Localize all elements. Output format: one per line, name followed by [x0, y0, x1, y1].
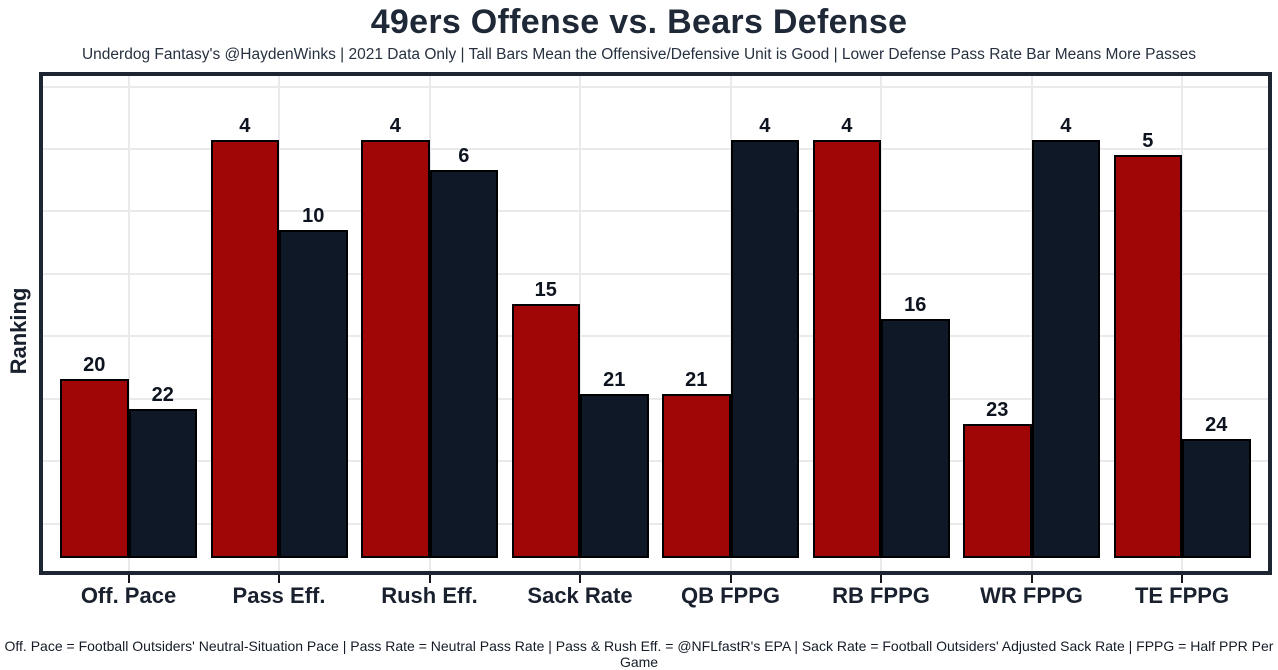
- offense-bar: [60, 378, 129, 558]
- plot-panel: 20 22 4 10 4 6 15 21 21 4 4 16 23 4 5 24: [39, 72, 1272, 575]
- bar-value-label: 6: [458, 144, 470, 167]
- offense-bar: [963, 423, 1032, 558]
- defense-bar: [881, 319, 950, 558]
- horizontal-gridline: [43, 460, 1268, 462]
- bar-value-label: 4: [841, 114, 853, 137]
- x-axis-label: WR FPPG: [980, 583, 1083, 608]
- offense-bar: [361, 139, 430, 558]
- y-axis-title: Ranking: [6, 287, 31, 375]
- plot-area: 20 22 4 10 4 6 15 21 21 4 4 16 23 4 5 24: [43, 76, 1268, 571]
- defense-bar: [580, 393, 649, 558]
- horizontal-gridline: [43, 148, 1268, 150]
- vertical-gridline: [579, 76, 581, 571]
- bar-value-label: 4: [1060, 114, 1072, 137]
- chart-subtitle: Underdog Fantasy's @HaydenWinks | 2021 D…: [81, 46, 1196, 63]
- x-axis-label: Pass Eff.: [232, 583, 326, 608]
- bar-value-label: 4: [389, 114, 401, 137]
- chart-caption: Off. Pace = Football Outsiders' Neutral-…: [4, 638, 1274, 670]
- x-axis-tick: [278, 575, 280, 583]
- offense-bar: [511, 304, 580, 558]
- x-axis-label: RB FPPG: [832, 583, 930, 608]
- bar-value-label: 21: [685, 368, 708, 391]
- bar-value-label: 16: [904, 294, 927, 317]
- defense-bar: [128, 408, 197, 558]
- x-axis-label: Off. Pace: [80, 583, 177, 608]
- horizontal-gridline: [43, 210, 1268, 212]
- bar-value-label: 15: [534, 279, 557, 302]
- x-axis-tick: [579, 575, 581, 583]
- defense-bar: [1031, 139, 1100, 558]
- x-axis-label: QB FPPG: [680, 583, 780, 608]
- vertical-gridline: [1181, 76, 1183, 571]
- offense-bar: [1113, 154, 1182, 558]
- bar-value-label: 21: [603, 368, 626, 391]
- bar-value-label: 24: [1205, 413, 1228, 436]
- horizontal-gridline: [43, 523, 1268, 525]
- defense-bar: [730, 139, 799, 558]
- x-axis-label: Rush Eff.: [381, 583, 478, 608]
- defense-bar: [279, 229, 348, 558]
- bar-value-label: 4: [759, 114, 771, 137]
- vertical-gridline: [127, 76, 130, 571]
- x-axis-tick: [127, 575, 130, 583]
- horizontal-gridline: [43, 398, 1268, 400]
- bar-value-label: 23: [986, 398, 1009, 421]
- offense-bar: [662, 393, 731, 558]
- offense-bar: [210, 139, 279, 558]
- bar-value-label: 4: [239, 114, 251, 137]
- defense-bar: [429, 169, 498, 558]
- bar-value-label: 5: [1142, 129, 1154, 152]
- x-axis-label: TE FPPG: [1134, 583, 1230, 608]
- x-axis-tick: [428, 575, 431, 583]
- bar-value-label: 22: [151, 383, 174, 406]
- offense-bar: [812, 139, 881, 558]
- x-axis-tick: [1181, 575, 1183, 583]
- x-axis-tick: [880, 575, 882, 583]
- horizontal-gridline: [43, 86, 1268, 88]
- chart-title: 49ers Offense vs. Bears Defense: [370, 3, 908, 41]
- bar-value-label: 10: [302, 204, 325, 227]
- x-axis-tick: [729, 575, 732, 583]
- horizontal-gridline: [43, 335, 1268, 337]
- bar-value-label: 20: [83, 353, 106, 376]
- defense-bar: [1182, 438, 1251, 558]
- horizontal-gridline: [43, 273, 1268, 275]
- x-axis-label: Sack Rate: [527, 583, 633, 608]
- x-axis-tick: [1030, 575, 1033, 583]
